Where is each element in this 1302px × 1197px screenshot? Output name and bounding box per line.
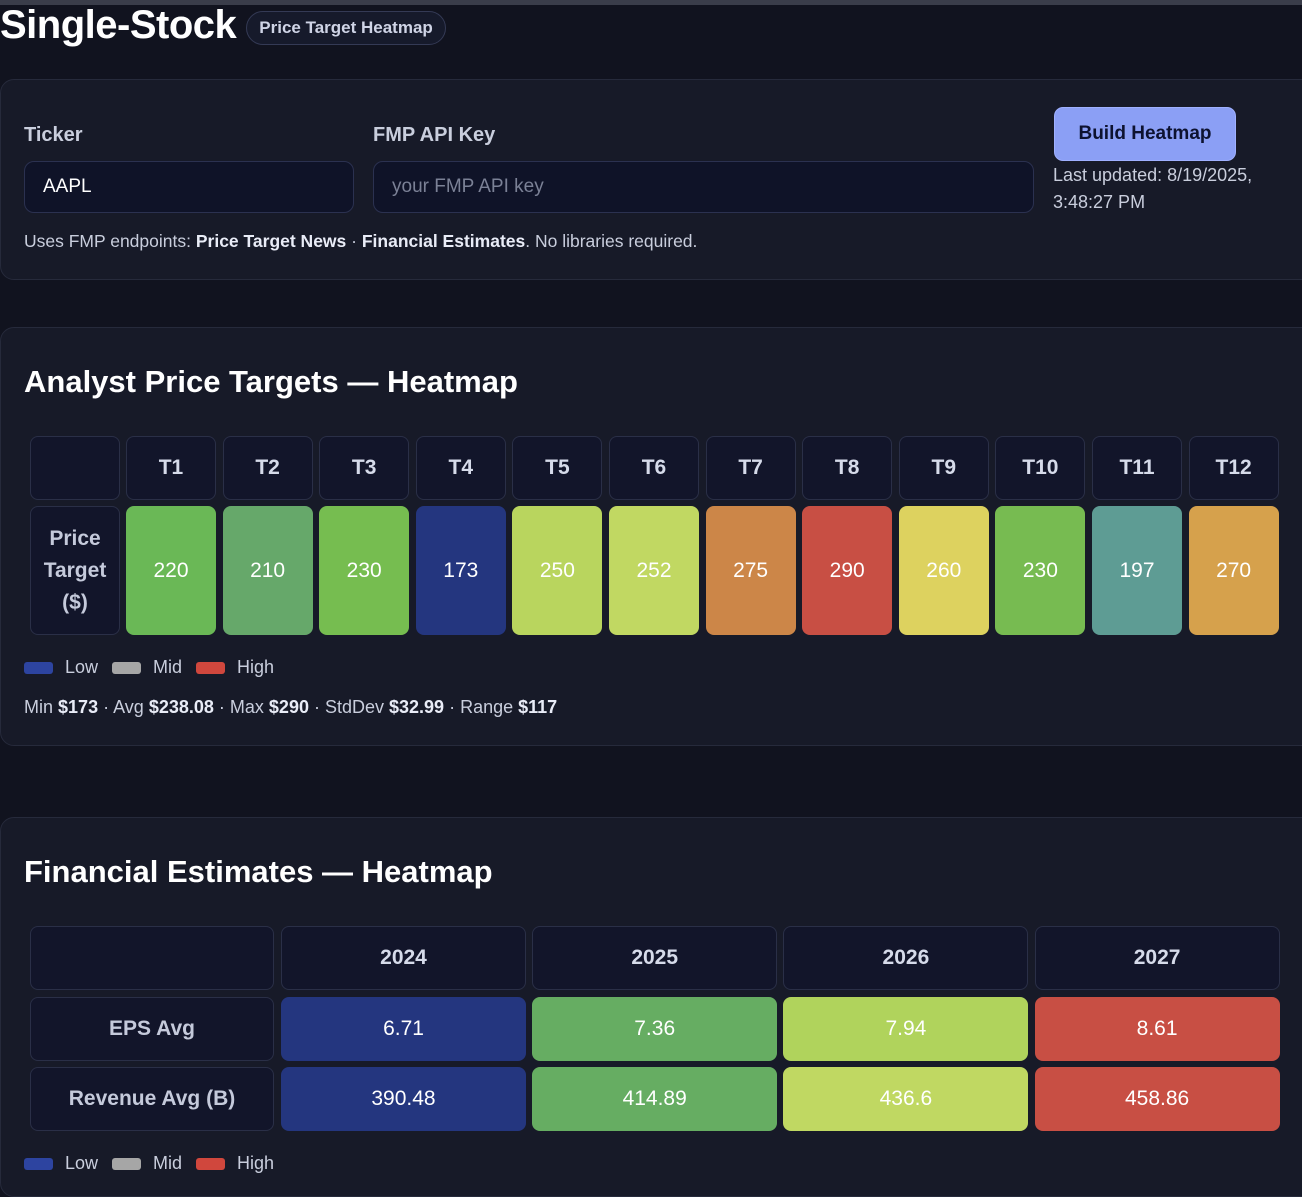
build-heatmap-button[interactable]: Build Heatmap <box>1054 107 1236 161</box>
stat-separator: · <box>308 697 325 717</box>
heat-cell-t12: 270 <box>1188 506 1279 635</box>
legend-low-swatch <box>24 1157 53 1170</box>
legend-mid-label: Mid <box>153 657 183 677</box>
heat-cell-t4: 173 <box>415 506 506 635</box>
page-header: Single-Stock Price Target Heatmap <box>0 2 446 50</box>
stat-range-label: Range <box>460 697 514 717</box>
stat-avg-value: $238.08 <box>148 697 214 717</box>
heat-cell-t7: 275 <box>705 506 796 635</box>
legend-low-label: Low <box>65 1153 99 1173</box>
hint-endpoint-price-target-news: Price Target News <box>195 231 347 251</box>
column-header-t1: T1 <box>126 436 216 500</box>
column-header-2027: 2027 <box>1034 926 1280 990</box>
heat-cell-t8: 290 <box>802 506 893 635</box>
hint-endpoint-financial-estimates: Financial Estimates <box>361 231 526 251</box>
endpoints-hint: Uses FMP endpoints: Price Target News · … <box>24 231 697 252</box>
legend-high-label: High <box>237 657 275 677</box>
column-header-t3: T3 <box>319 436 410 500</box>
corner-cell <box>30 926 274 990</box>
stat-separator: · <box>444 697 461 717</box>
stat-separator: · <box>98 697 114 717</box>
column-header-t6: T6 <box>609 436 699 500</box>
page-title: Single-Stock <box>0 3 237 47</box>
ticker-input[interactable]: AAPL <box>24 161 354 213</box>
last-updated-line2: 3:48:27 PM <box>1053 192 1146 212</box>
stat-max-label: Max <box>229 697 264 717</box>
hint-separator: · <box>346 231 362 251</box>
heat-cell-t10: 230 <box>995 506 1086 635</box>
column-header-t8: T8 <box>802 436 893 500</box>
row-header-eps-avg: EPS Avg <box>30 997 274 1061</box>
legend-high-swatch <box>196 1157 226 1170</box>
price-target-title: Analyst Price Targets — Heatmap <box>24 364 518 399</box>
corner-cell <box>30 436 120 500</box>
column-header-t5: T5 <box>512 436 603 500</box>
legend-mid-label: Mid <box>153 1153 183 1173</box>
column-header-t11: T11 <box>1092 436 1182 500</box>
stat-stddev-value: $32.99 <box>389 697 445 717</box>
title-badge: Price Target Heatmap <box>246 11 446 45</box>
last-updated-text: Last updated: 8/19/2025, 3:48:27 PM <box>1053 162 1293 216</box>
column-header-t12: T12 <box>1188 436 1279 500</box>
heat-cell-t11: 197 <box>1092 506 1182 635</box>
stat-separator: · <box>213 697 230 717</box>
price-target-stats: Min $173 · Avg $238.08 · Max $290 · StdD… <box>24 697 557 718</box>
stat-avg-label: Avg <box>113 697 144 717</box>
last-updated-line1: Last updated: 8/19/2025, <box>1053 165 1253 185</box>
heat-cell-t2: 210 <box>222 506 313 635</box>
legend-mid-swatch <box>112 661 142 674</box>
column-header-t9: T9 <box>898 436 989 500</box>
heat-cell-t1: 220 <box>126 506 216 635</box>
legend-low-label: Low <box>65 657 99 677</box>
legend-mid-swatch <box>112 1157 142 1170</box>
row-header-price-target: Price Target ($) <box>30 506 120 635</box>
hint-prefix: Uses FMP endpoints: <box>24 231 196 251</box>
heat-cell-eps-avg-2024: 6.71 <box>281 997 526 1061</box>
stat-min-value: $173 <box>58 697 99 717</box>
legend-high-label: High <box>237 1153 275 1173</box>
window-top-border <box>0 0 1302 5</box>
heat-cell-t5: 250 <box>512 506 603 635</box>
column-header-t4: T4 <box>415 436 506 500</box>
legend-high-swatch <box>196 661 226 674</box>
price-target-card: Analyst Price Targets — Heatmap T1 T2 T3 T4… <box>0 327 1302 746</box>
hint-suffix: . No libraries required. <box>525 231 698 251</box>
financial-estimates-legend: Low Mid High <box>24 1153 288 1174</box>
heat-cell-t6: 252 <box>609 506 699 635</box>
stat-min-label: Min <box>24 697 54 717</box>
column-header-2025: 2025 <box>532 926 778 990</box>
heat-cell-t9: 260 <box>898 506 989 635</box>
ticker-label: Ticker <box>24 124 83 146</box>
stat-stddev-label: StdDev <box>324 697 384 717</box>
heat-cell-eps-avg-2026: 7.94 <box>783 997 1029 1061</box>
heat-cell-eps-avg-2025: 7.36 <box>532 997 778 1061</box>
api-key-label: FMP API Key <box>373 124 496 146</box>
column-header-t7: T7 <box>705 436 796 500</box>
api-key-input[interactable]: your FMP API key <box>373 161 1034 213</box>
heat-cell-revenue-avg-b-2026: 436.6 <box>783 1067 1029 1131</box>
column-header-t10: T10 <box>995 436 1086 500</box>
heat-cell-revenue-avg-b-2024: 390.48 <box>281 1067 526 1131</box>
heat-cell-revenue-avg-b-2025: 414.89 <box>532 1067 778 1131</box>
stat-max-value: $290 <box>268 697 309 717</box>
legend-low-swatch <box>24 661 53 674</box>
column-header-t2: T2 <box>222 436 313 500</box>
column-header-2026: 2026 <box>783 926 1029 990</box>
row-header-revenue-avg-b: Revenue Avg (B) <box>30 1067 274 1131</box>
column-header-2024: 2024 <box>281 926 526 990</box>
stat-range-value: $117 <box>518 697 558 717</box>
controls-card: Ticker AAPL FMP API Key your FMP API key… <box>0 79 1302 280</box>
heat-cell-eps-avg-2027: 8.61 <box>1034 997 1280 1061</box>
financial-estimates-title: Financial Estimates — Heatmap <box>24 854 493 889</box>
heat-cell-t3: 230 <box>319 506 410 635</box>
financial-estimates-card: Financial Estimates — Heatmap 2024 2025 20… <box>0 817 1302 1197</box>
price-target-legend: Low Mid High <box>24 657 288 678</box>
row-header-label: Price Target ($) <box>43 526 107 614</box>
heat-cell-revenue-avg-b-2027: 458.86 <box>1034 1067 1280 1131</box>
